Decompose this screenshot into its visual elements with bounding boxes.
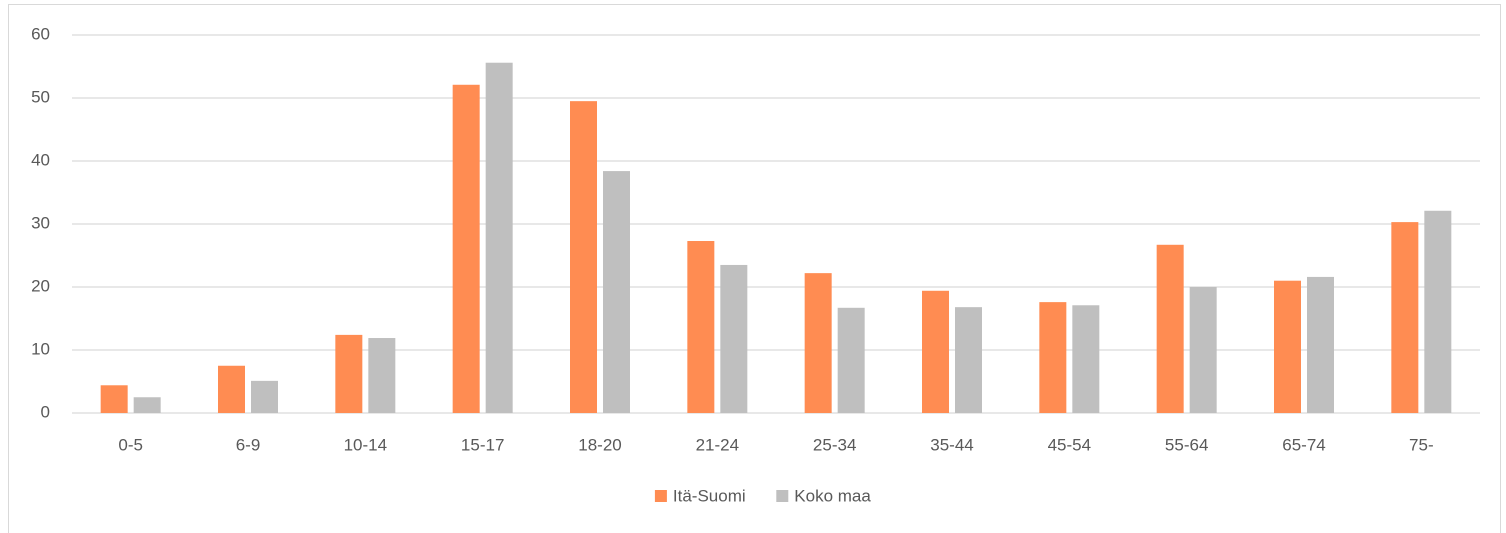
bar: [133, 397, 161, 413]
bar: [335, 334, 363, 413]
x-tick-label: 0-5: [118, 435, 143, 454]
bar: [687, 241, 715, 413]
y-tick-label: 30: [31, 213, 50, 232]
y-tick-label: 40: [31, 150, 50, 169]
bar: [570, 101, 597, 414]
legend-label: Itä-Suomi: [673, 486, 746, 505]
y-tick-label: 0: [41, 402, 50, 421]
bar: [720, 264, 748, 413]
bar: [955, 307, 982, 413]
x-tick-label: 75-: [1409, 435, 1434, 454]
bar: [922, 290, 949, 413]
bar: [485, 62, 513, 413]
y-tick-label: 20: [31, 276, 50, 295]
y-tick-label: 10: [31, 339, 50, 358]
bar: [1424, 210, 1452, 413]
x-tick-label: 45-54: [1048, 435, 1091, 454]
bar: [603, 171, 630, 413]
x-tick-label: 25-34: [813, 435, 856, 454]
legend-label: Koko maa: [794, 486, 871, 505]
bar: [1391, 222, 1419, 413]
bar: [1189, 287, 1217, 413]
y-tick-label: 60: [31, 24, 50, 43]
bar: [837, 307, 865, 413]
legend-swatch: [654, 490, 667, 502]
x-tick-label: 65-74: [1282, 435, 1325, 454]
bar: [1039, 302, 1067, 413]
x-tick-label: 15-17: [461, 435, 504, 454]
chart-frame: [8, 4, 1501, 533]
bar: [368, 338, 396, 413]
x-tick-label: 10-14: [344, 435, 387, 454]
y-tick-label: 50: [31, 87, 50, 106]
x-tick-label: 35-44: [930, 435, 973, 454]
x-tick-label: 55-64: [1165, 435, 1208, 454]
bar: [1307, 276, 1334, 413]
x-tick-label: 6-9: [236, 435, 261, 454]
bar: [804, 273, 832, 413]
bar: [452, 84, 480, 414]
x-tick-label: 21-24: [696, 435, 739, 454]
bar: [251, 380, 278, 413]
x-tick-label: 18-20: [578, 435, 621, 454]
bar: [100, 385, 128, 413]
bar: [218, 365, 245, 413]
bar: [1072, 305, 1100, 413]
bar: [1274, 280, 1301, 413]
legend-swatch: [776, 490, 789, 502]
bar: [1156, 244, 1184, 413]
